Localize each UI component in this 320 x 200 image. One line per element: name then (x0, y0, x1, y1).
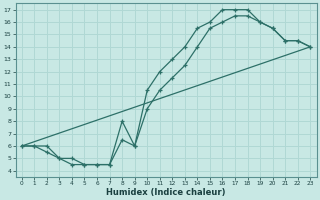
X-axis label: Humidex (Indice chaleur): Humidex (Indice chaleur) (106, 188, 226, 197)
